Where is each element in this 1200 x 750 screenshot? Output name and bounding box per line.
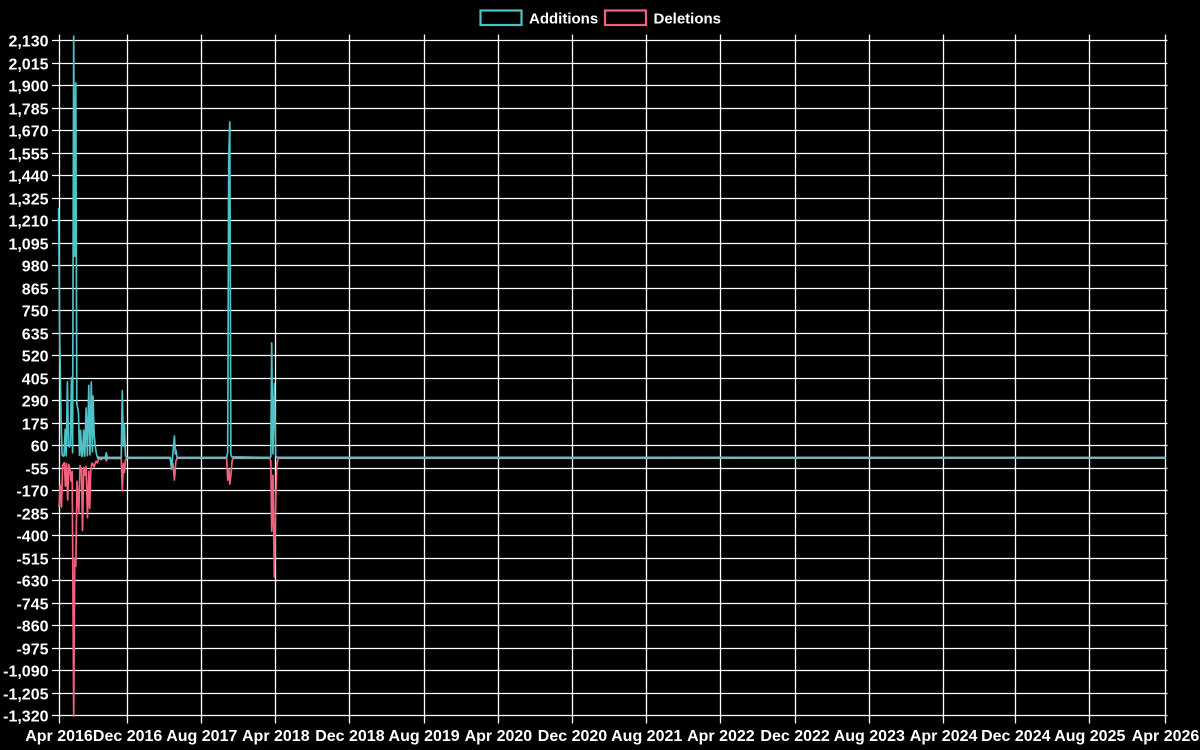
svg-text:1,785: 1,785 [8,101,48,118]
svg-text:Aug 2025: Aug 2025 [1054,728,1125,745]
svg-text:-630: -630 [16,573,48,590]
svg-text:-1,090: -1,090 [3,663,48,680]
svg-text:Dec 2022: Dec 2022 [760,728,829,745]
svg-text:Apr 2020: Apr 2020 [465,728,533,745]
svg-text:Aug 2021: Aug 2021 [611,728,682,745]
svg-text:Aug 2019: Aug 2019 [389,728,460,745]
svg-text:Aug 2023: Aug 2023 [834,728,905,745]
svg-text:Apr 2026: Apr 2026 [1132,728,1200,745]
svg-text:1,555: 1,555 [8,146,48,163]
svg-text:750: 750 [22,303,49,320]
svg-text:Dec 2018: Dec 2018 [315,728,384,745]
svg-text:Dec 2020: Dec 2020 [538,728,607,745]
svg-text:175: 175 [22,416,49,433]
svg-text:-285: -285 [16,506,48,523]
svg-text:Additions: Additions [529,11,598,28]
svg-text:-975: -975 [16,641,48,658]
svg-text:Apr 2016: Apr 2016 [25,728,93,745]
svg-text:1,210: 1,210 [8,213,48,230]
svg-text:60: 60 [31,438,49,455]
svg-text:980: 980 [22,258,49,275]
svg-text:-170: -170 [16,483,48,500]
svg-text:1,670: 1,670 [8,123,48,140]
svg-text:Dec 2016: Dec 2016 [93,728,162,745]
svg-text:-860: -860 [16,618,48,635]
svg-text:Apr 2022: Apr 2022 [687,728,755,745]
svg-text:635: 635 [22,326,49,343]
svg-text:Apr 2024: Apr 2024 [910,728,978,745]
svg-text:1,440: 1,440 [8,168,48,185]
svg-text:-745: -745 [16,596,48,613]
svg-text:2,015: 2,015 [8,56,48,73]
svg-text:290: 290 [22,393,49,410]
svg-text:1,095: 1,095 [8,236,48,253]
svg-text:2,130: 2,130 [8,33,48,50]
svg-text:Aug 2017: Aug 2017 [166,728,237,745]
svg-text:405: 405 [22,371,49,388]
svg-text:-55: -55 [25,461,48,478]
svg-text:-1,205: -1,205 [3,686,48,703]
svg-text:-1,320: -1,320 [3,708,48,725]
svg-text:-515: -515 [16,551,48,568]
svg-text:1,325: 1,325 [8,191,48,208]
svg-text:Apr 2018: Apr 2018 [242,728,310,745]
svg-text:Deletions: Deletions [654,11,722,28]
svg-text:865: 865 [22,281,49,298]
svg-text:1,900: 1,900 [8,78,48,95]
svg-text:-400: -400 [16,528,48,545]
svg-text:520: 520 [22,348,49,365]
svg-text:Dec 2024: Dec 2024 [981,728,1050,745]
